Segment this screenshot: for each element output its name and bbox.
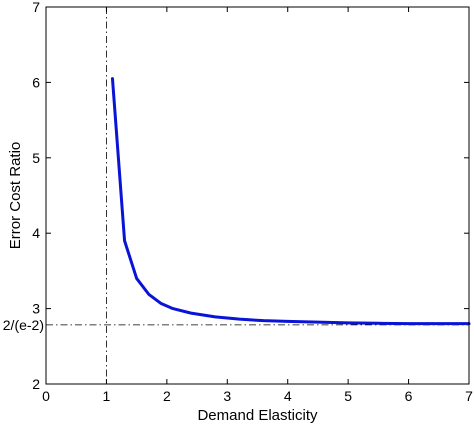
y-tick-label: 2 bbox=[32, 376, 40, 392]
plot-area bbox=[46, 7, 469, 384]
x-tick-label: 0 bbox=[42, 388, 50, 404]
x-tick-label: 7 bbox=[465, 388, 473, 404]
axes-box bbox=[45, 6, 470, 385]
y-tick-label: 5 bbox=[32, 150, 40, 166]
axis-frame bbox=[45, 6, 470, 385]
x-axis-ticks: 0 1 2 3 4 5 6 7 bbox=[42, 7, 473, 404]
x-tick-label: 5 bbox=[344, 388, 352, 404]
y-axis-ticks: 2 3 4 5 6 7 bbox=[32, 0, 469, 392]
reference-line-label: 2/(e-2) bbox=[3, 317, 44, 333]
series-line-0 bbox=[110, 77, 471, 326]
y-tick-label: 7 bbox=[32, 0, 40, 15]
x-tick-label: 3 bbox=[223, 388, 231, 404]
series-layer bbox=[110, 77, 471, 326]
y-tick-label: 3 bbox=[32, 301, 40, 317]
x-tick-label: 2 bbox=[163, 388, 171, 404]
y-tick-label: 6 bbox=[32, 74, 40, 90]
y-axis-title: Error Cost Ratio bbox=[7, 142, 24, 250]
x-axis-title: Demand Elasticity bbox=[197, 407, 318, 424]
x-tick-label: 1 bbox=[103, 388, 111, 404]
x-tick-label: 6 bbox=[405, 388, 413, 404]
x-tick-label: 4 bbox=[284, 388, 292, 404]
y-tick-label: 4 bbox=[32, 225, 40, 241]
plot-background bbox=[46, 7, 469, 384]
